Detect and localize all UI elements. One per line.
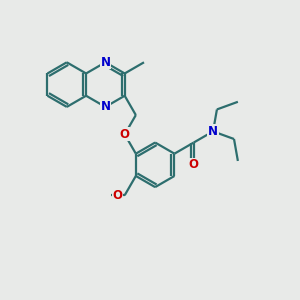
Text: N: N — [208, 125, 218, 138]
Text: N: N — [100, 100, 110, 113]
Text: O: O — [112, 189, 122, 202]
Text: O: O — [189, 158, 199, 171]
Text: O: O — [120, 128, 130, 141]
Text: N: N — [100, 56, 110, 69]
